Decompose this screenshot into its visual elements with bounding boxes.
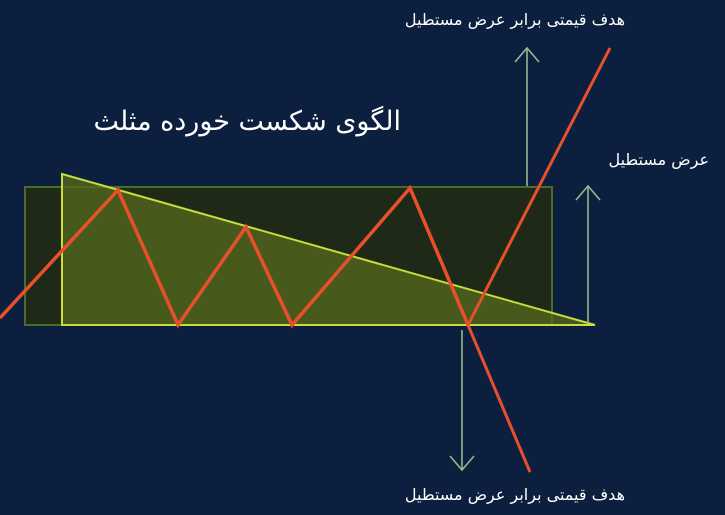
target-up-arrow	[514, 46, 540, 186]
width-arrow	[575, 184, 601, 324]
price-zigzag-line	[0, 184, 470, 329]
target-down-arrow	[449, 330, 475, 472]
target-top-label: هدف قیمتی برابر عرض مستطیل	[404, 10, 625, 29]
breakout-down-line	[466, 324, 532, 473]
rectangle-width-label: عرض مستطیل	[608, 150, 709, 169]
target-bottom-label: هدف قیمتی برابر عرض مستطیل	[404, 485, 625, 504]
diagram-title: الگوی شکست خورده مثلث	[93, 106, 401, 137]
breakout-up-line	[466, 47, 612, 326]
